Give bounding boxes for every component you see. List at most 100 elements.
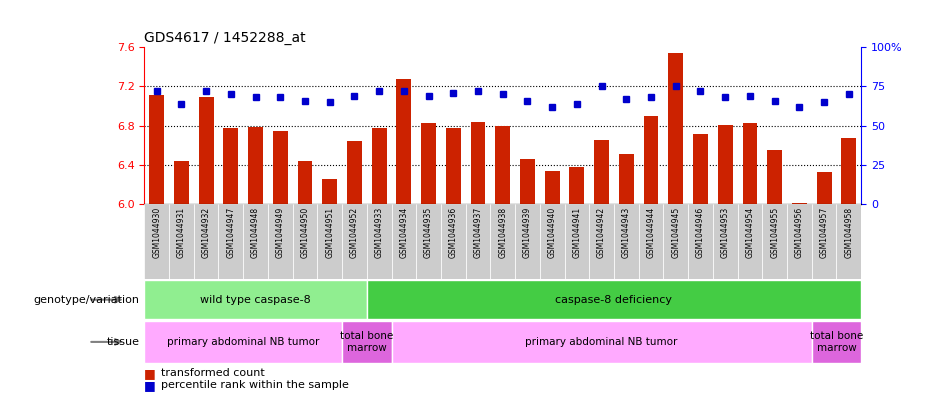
Text: GSM1044943: GSM1044943 [622,207,631,258]
Text: ■: ■ [144,367,156,380]
Text: GSM1044947: GSM1044947 [226,207,236,258]
Text: GSM1044942: GSM1044942 [597,207,606,258]
Text: GSM1044932: GSM1044932 [202,207,210,258]
Text: caspase-8 deficiency: caspase-8 deficiency [556,295,672,305]
Bar [515,204,540,279]
Text: tissue: tissue [107,337,140,347]
Bar [317,204,342,279]
Bar [688,204,713,279]
Bar [564,204,589,279]
Bar [816,172,831,204]
Bar [639,204,664,279]
Bar [737,204,762,279]
Bar [223,128,238,204]
Bar [367,280,861,320]
Bar [367,204,392,279]
Bar [441,204,466,279]
Bar [589,204,614,279]
Bar [219,204,243,279]
Bar [470,122,485,204]
Bar [619,154,634,204]
Bar [842,138,857,204]
Bar [421,123,436,204]
Text: GSM1044930: GSM1044930 [152,207,161,258]
Text: GSM1044940: GSM1044940 [547,207,557,258]
Bar [743,123,757,204]
Bar [273,130,288,204]
Bar [664,204,688,279]
Bar [169,204,194,279]
Text: GSM1044954: GSM1044954 [746,207,754,258]
Bar [292,204,317,279]
Text: genotype/variation: genotype/variation [34,295,140,305]
Text: GSM1044937: GSM1044937 [474,207,482,258]
Text: GSM1044941: GSM1044941 [573,207,581,258]
Bar [194,204,219,279]
Bar [149,95,164,204]
Bar [787,204,812,279]
Text: percentile rank within the sample: percentile rank within the sample [161,380,349,390]
Text: GSM1044949: GSM1044949 [276,207,285,258]
Text: GSM1044936: GSM1044936 [449,207,458,258]
Bar [836,204,861,279]
Bar [767,150,782,204]
Text: GSM1044944: GSM1044944 [646,207,655,258]
Text: GSM1044951: GSM1044951 [325,207,334,258]
Text: GSM1044955: GSM1044955 [770,207,779,258]
Bar [322,179,337,204]
Bar [718,125,733,204]
Bar [268,204,292,279]
Bar [144,280,367,320]
Text: total bone
marrow: total bone marrow [340,331,394,353]
Text: GSM1044946: GSM1044946 [696,207,705,258]
Bar [570,167,585,204]
Text: GSM1044933: GSM1044933 [374,207,384,258]
Bar [491,204,515,279]
Bar [812,321,861,363]
Bar [466,204,491,279]
Bar [397,79,412,204]
Text: GSM1044958: GSM1044958 [844,207,854,258]
Bar [416,204,441,279]
Bar [693,134,708,204]
Bar [371,128,386,204]
Text: GSM1044948: GSM1044948 [251,207,260,258]
Bar [144,204,169,279]
Text: GSM1044935: GSM1044935 [425,207,433,258]
Text: transformed count: transformed count [161,368,264,378]
Bar [298,161,313,204]
Bar [342,204,367,279]
Bar [614,204,639,279]
Bar [668,53,683,204]
Bar [347,141,362,204]
Bar [540,204,564,279]
Bar [643,116,658,204]
Text: primary abdominal NB tumor: primary abdominal NB tumor [167,337,319,347]
Bar [446,128,461,204]
Bar [520,159,535,204]
Text: GSM1044939: GSM1044939 [523,207,532,258]
Text: GDS4617 / 1452288_at: GDS4617 / 1452288_at [144,31,306,45]
Text: GSM1044953: GSM1044953 [721,207,730,258]
Text: GSM1044956: GSM1044956 [795,207,803,258]
Bar [243,204,268,279]
Bar [713,204,737,279]
Text: GSM1044934: GSM1044934 [399,207,409,258]
Bar [342,321,392,363]
Text: total bone
marrow: total bone marrow [810,331,863,353]
Text: GSM1044957: GSM1044957 [819,207,829,258]
Bar [495,126,510,204]
Text: GSM1044931: GSM1044931 [177,207,186,258]
Bar [174,161,189,204]
Bar [594,140,609,204]
Text: GSM1044938: GSM1044938 [498,207,507,258]
Bar [249,127,263,204]
Text: ■: ■ [144,378,156,392]
Bar [545,171,560,204]
Text: GSM1044950: GSM1044950 [301,207,309,258]
Bar [198,97,213,204]
Bar [392,321,812,363]
Bar [812,204,836,279]
Bar [144,321,342,363]
Bar [392,204,416,279]
